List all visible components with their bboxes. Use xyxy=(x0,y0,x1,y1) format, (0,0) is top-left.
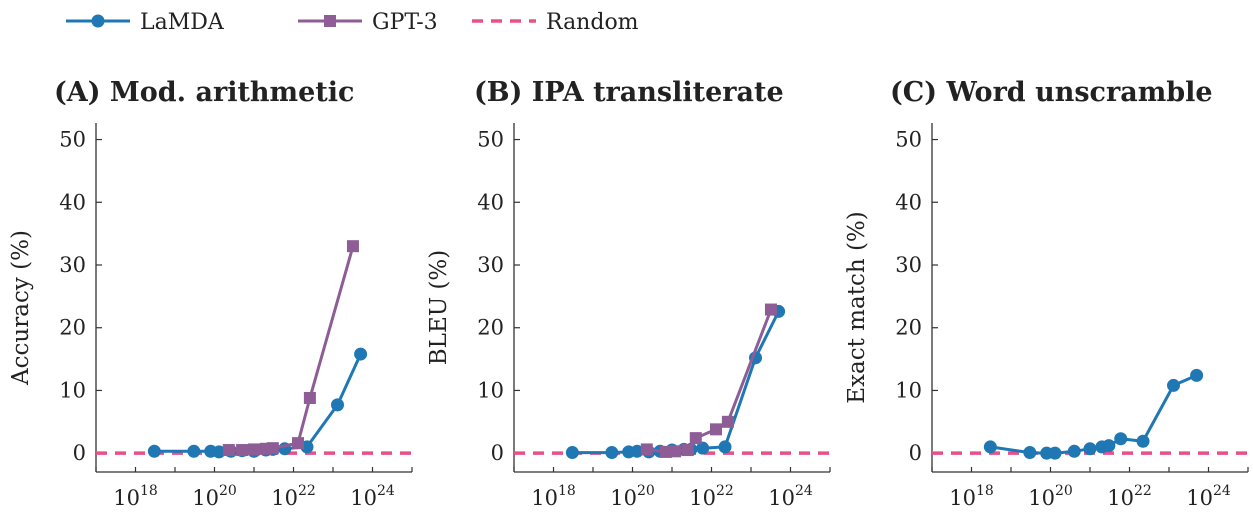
series-lamda xyxy=(565,304,786,460)
x-tick-label: 1024 xyxy=(1186,483,1231,510)
data-point xyxy=(248,443,260,456)
y-tick-label: 20 xyxy=(895,316,922,340)
legend-item-gpt-3: GPT-3 xyxy=(298,10,438,35)
chart-title: (A) Mod. arithmetic xyxy=(54,77,354,108)
data-point xyxy=(331,398,345,412)
data-point xyxy=(1167,378,1181,392)
legend-label: LaMDA xyxy=(140,10,225,35)
y-tick-label: 10 xyxy=(477,378,504,402)
series-gpt-3 xyxy=(222,240,359,457)
data-point xyxy=(1023,446,1037,460)
x-tick-label: 1018 xyxy=(531,483,576,510)
legend-item-random: Random xyxy=(472,10,639,35)
data-point xyxy=(212,445,226,459)
x-tick-label: 1022 xyxy=(689,483,734,510)
y-tick-label: 30 xyxy=(477,253,504,277)
data-point xyxy=(236,444,249,457)
data-point xyxy=(1048,446,1062,460)
series-line xyxy=(646,308,773,454)
data-point xyxy=(721,415,734,428)
data-point xyxy=(303,391,316,404)
x-tick-label: 1022 xyxy=(271,483,316,510)
data-point xyxy=(681,444,694,457)
data-point xyxy=(266,442,279,455)
x-tick-label: 1018 xyxy=(949,483,994,510)
data-point xyxy=(147,444,161,458)
y-tick-label: 0 xyxy=(73,441,86,465)
y-axis-label: Exact match (%) xyxy=(844,211,870,403)
data-point xyxy=(346,240,359,253)
y-tick-label: 20 xyxy=(59,316,86,340)
data-point xyxy=(669,445,682,458)
data-point xyxy=(696,441,710,455)
data-point xyxy=(659,445,672,458)
x-tick-label: 1020 xyxy=(1028,483,1073,510)
legend: LaMDA GPT-3 Random xyxy=(66,10,639,35)
y-tick-label: 40 xyxy=(895,190,922,214)
y-tick-label: 40 xyxy=(477,190,504,214)
y-tick-label: 30 xyxy=(895,253,922,277)
data-point xyxy=(565,446,579,460)
data-point xyxy=(222,444,235,457)
series-gpt-3 xyxy=(640,303,777,458)
x-tick-label: 1018 xyxy=(113,483,158,510)
legend-label: Random xyxy=(546,10,639,35)
y-tick-label: 50 xyxy=(59,128,86,152)
series-line xyxy=(154,353,362,454)
y-axis-label: Accuracy (%) xyxy=(8,230,34,386)
y-tick-label: 50 xyxy=(895,128,922,152)
y-tick-label: 0 xyxy=(491,441,504,465)
y-tick-label: 30 xyxy=(59,253,86,277)
chart-title: (B) IPA transliterate xyxy=(474,77,784,108)
data-point xyxy=(1102,439,1116,453)
series-line xyxy=(990,374,1198,455)
series-line xyxy=(572,310,780,455)
data-point xyxy=(1083,442,1097,456)
data-point xyxy=(1114,432,1128,446)
data-point xyxy=(1136,434,1150,448)
data-point xyxy=(640,443,653,456)
data-point xyxy=(710,423,723,436)
data-point xyxy=(689,432,702,445)
data-point xyxy=(630,444,644,458)
series-lamda xyxy=(983,368,1204,460)
series-lamda xyxy=(147,347,368,459)
data-point xyxy=(718,440,732,454)
legend-marker xyxy=(324,15,336,27)
series-line xyxy=(228,245,355,452)
chart-title: (C) Word unscramble xyxy=(890,77,1213,108)
x-tick-label: 1020 xyxy=(192,483,237,510)
x-tick-label: 1020 xyxy=(610,483,655,510)
y-tick-label: 0 xyxy=(909,441,922,465)
data-point xyxy=(605,446,619,460)
data-point xyxy=(764,303,777,316)
data-point xyxy=(1067,444,1081,458)
x-tick-label: 1024 xyxy=(350,483,395,510)
data-point xyxy=(1190,368,1204,382)
data-point xyxy=(292,437,305,450)
legend-label: GPT-3 xyxy=(372,10,438,35)
data-point xyxy=(354,347,368,361)
legend-item-lamda: LaMDA xyxy=(66,10,225,35)
y-tick-label: 10 xyxy=(895,378,922,402)
x-tick-label: 1024 xyxy=(768,483,813,510)
legend-marker xyxy=(91,14,105,28)
data-point xyxy=(983,440,997,454)
y-tick-label: 40 xyxy=(59,190,86,214)
y-tick-label: 50 xyxy=(477,128,504,152)
y-axis-label: BLEU (%) xyxy=(426,250,452,365)
y-tick-label: 20 xyxy=(477,316,504,340)
data-point xyxy=(187,444,201,458)
x-tick-label: 1022 xyxy=(1107,483,1152,510)
y-tick-label: 10 xyxy=(59,378,86,402)
